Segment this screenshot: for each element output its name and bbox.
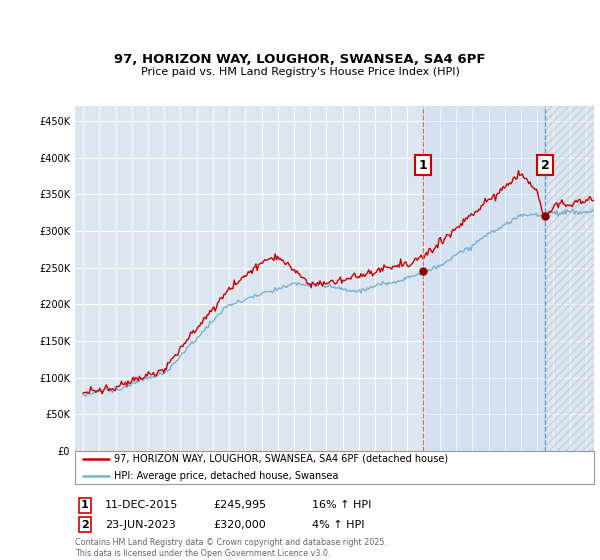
- Text: 1: 1: [81, 500, 89, 510]
- Text: 16% ↑ HPI: 16% ↑ HPI: [312, 500, 371, 510]
- Text: 11-DEC-2015: 11-DEC-2015: [105, 500, 178, 510]
- Bar: [545, 106, 594, 451]
- Text: 2: 2: [541, 158, 550, 171]
- Text: 97, HORIZON WAY, LOUGHOR, SWANSEA, SA4 6PF: 97, HORIZON WAY, LOUGHOR, SWANSEA, SA4 6…: [114, 53, 486, 66]
- Text: 23-JUN-2023: 23-JUN-2023: [105, 520, 176, 530]
- Text: 4% ↑ HPI: 4% ↑ HPI: [312, 520, 365, 530]
- Text: £320,000: £320,000: [213, 520, 266, 530]
- Text: HPI: Average price, detached house, Swansea: HPI: Average price, detached house, Swan…: [114, 470, 338, 480]
- Text: £245,995: £245,995: [213, 500, 266, 510]
- Text: 1: 1: [419, 158, 427, 171]
- Text: 2: 2: [81, 520, 89, 530]
- Text: Price paid vs. HM Land Registry's House Price Index (HPI): Price paid vs. HM Land Registry's House …: [140, 67, 460, 77]
- Text: 97, HORIZON WAY, LOUGHOR, SWANSEA, SA4 6PF (detached house): 97, HORIZON WAY, LOUGHOR, SWANSEA, SA4 6…: [114, 454, 448, 464]
- Text: Contains HM Land Registry data © Crown copyright and database right 2025.
This d: Contains HM Land Registry data © Crown c…: [75, 538, 387, 558]
- Bar: [423, 106, 545, 451]
